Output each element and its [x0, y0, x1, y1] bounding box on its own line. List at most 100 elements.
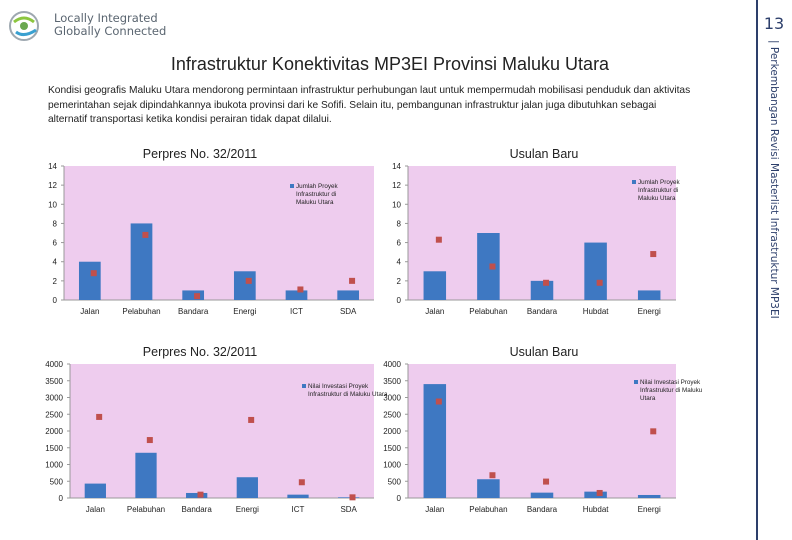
marker-2-0: [96, 413, 103, 420]
y-tick-label-2-8: 4000: [45, 360, 63, 369]
side-bar: 13 | Perkembangan Revisi Masterlist Infr…: [745, 0, 792, 540]
legend-swatch-0: [290, 184, 294, 188]
x-tick-label-1-0: Jalan: [425, 307, 444, 316]
marker-2-5: [349, 494, 356, 501]
legend-label-0: Jumlah Proyek Infrastruktur di Maluku Utar…: [296, 183, 338, 206]
y-tick-label-3-5: 2500: [383, 410, 401, 419]
marker-0-4: [297, 286, 304, 293]
bar-2-1: [135, 452, 157, 498]
legend-line-1-0: Jumlah Proyek: [638, 179, 680, 186]
x-tick-label-1-4: Energi: [638, 307, 661, 316]
x-tick-label-3-4: Energi: [638, 505, 661, 514]
marker-2-2: [197, 491, 204, 498]
legend-label-3: Nilai Investasi Proyek Infrastruktur di M…: [640, 379, 703, 402]
bar-1-1: [477, 233, 500, 300]
logo-line-1: Locally Integrated: [54, 11, 158, 25]
y-tick-label-2-3: 1500: [45, 444, 63, 453]
chart-4-title: Usulan Baru: [509, 345, 579, 359]
bar-2-0: [84, 483, 106, 498]
legend-line-1-2: Maluku Utara: [638, 195, 676, 202]
marker-2-4: [298, 479, 305, 486]
side-divider-line: [756, 0, 758, 540]
y-tick-label-3-1: 500: [388, 477, 402, 486]
side-vertical-text: | Perkembangan Revisi Masterlist Infrast…: [768, 40, 780, 319]
header: Locally Integrated Globally Connected: [0, 0, 792, 48]
legend-swatch-2: [302, 384, 306, 388]
y-tick-label-3-4: 2000: [383, 427, 401, 436]
y-tick-label-1-3: 6: [397, 239, 402, 248]
y-tick-label-1-5: 10: [392, 200, 401, 209]
x-tick-label-1-3: Hubdat: [583, 307, 610, 316]
y-tick-label-1-0: 0: [397, 296, 402, 305]
legend-label-1: Jumlah Proyek Infrastruktur di Maluku Utar…: [638, 179, 680, 202]
x-tick-label-3-3: Hubdat: [583, 505, 610, 514]
y-tick-label-0-4: 8: [53, 219, 58, 228]
y-tick-label-3-6: 3000: [383, 394, 401, 403]
y-tick-label-0-2: 4: [53, 258, 58, 267]
y-tick-label-3-2: 1000: [383, 461, 401, 470]
y-tick-label-2-5: 2500: [45, 410, 63, 419]
bar-2-2: [186, 492, 208, 498]
legend-swatch-3: [634, 380, 638, 384]
marker-0-0: [90, 270, 97, 277]
marker-3-0: [435, 398, 442, 405]
y-tick-label-0-3: 6: [53, 239, 58, 248]
marker-2-1: [146, 437, 153, 444]
y-tick-label-1-1: 2: [397, 277, 402, 286]
legend-line-3-2: Utara: [640, 395, 656, 402]
x-tick-label-2-2: Bandara: [182, 505, 213, 514]
x-tick-label-2-4: ICT: [292, 505, 305, 514]
x-tick-label-1-1: Pelabuhan: [469, 307, 507, 316]
logo-line-2: Globally Connected: [54, 24, 167, 38]
x-tick-label-2-1: Pelabuhan: [127, 505, 165, 514]
legend-line-3-1: Infrastruktur di Maluku: [640, 387, 703, 394]
bar-1-3: [584, 242, 607, 300]
y-tick-label-0-0: 0: [53, 296, 58, 305]
bar-3-0: [423, 384, 447, 498]
chart-1-title: Perpres No. 32/2011: [142, 147, 258, 161]
marker-2-3: [248, 416, 255, 423]
x-tick-label-0-4: ICT: [290, 307, 303, 316]
x-tick-label-0-2: Bandara: [178, 307, 209, 316]
bar-0-4: [285, 290, 308, 300]
bar-0-0: [78, 261, 101, 300]
bar-3-2: [530, 492, 554, 498]
y-tick-label-3-0: 0: [397, 494, 402, 503]
plot-area-3: [408, 364, 676, 498]
x-tick-label-3-2: Bandara: [527, 505, 558, 514]
page-number: 13: [763, 14, 785, 33]
bar-0-3: [233, 271, 256, 300]
y-tick-label-2-2: 1000: [45, 461, 63, 470]
chart-perpres-jumlah: 0 2 4 6 8 10 12 14 Jalan Pelabuhan Bandara Energi IC…: [48, 162, 374, 316]
legend-swatch-1: [632, 180, 636, 184]
chart-2-title: Usulan Baru: [509, 147, 579, 161]
y-tick-label-2-6: 3000: [45, 394, 63, 403]
x-tick-label-2-0: Jalan: [86, 505, 105, 514]
marker-1-3: [596, 279, 603, 286]
y-tick-label-1-2: 4: [397, 258, 402, 267]
y-tick-label-1-6: 12: [392, 181, 401, 190]
bar-0-5: [337, 290, 360, 300]
legend-label-2: Nilai Investasi Proyek Infrastruktur di M…: [308, 383, 388, 398]
marker-3-4: [650, 428, 657, 435]
logo-text: Locally Integrated Globally Connected: [54, 12, 166, 38]
y-tick-label-2-4: 2000: [45, 427, 63, 436]
y-tick-label-2-1: 500: [50, 477, 64, 486]
x-tick-label-0-0: Jalan: [80, 307, 99, 316]
y-tick-label-2-0: 0: [59, 494, 64, 503]
y-tick-label-1-7: 14: [392, 162, 401, 171]
x-tick-label-1-2: Bandara: [527, 307, 558, 316]
y-tick-label-3-7: 3500: [383, 377, 401, 386]
x-tick-label-0-1: Pelabuhan: [122, 307, 160, 316]
legend-line-0-2: Maluku Utara: [296, 199, 334, 206]
x-tick-label-2-3: Energi: [236, 505, 259, 514]
y-tick-label-0-1: 2: [53, 277, 58, 286]
y-tick-label-2-7: 3500: [45, 377, 63, 386]
plot-area-0: [64, 166, 374, 300]
marker-1-1: [489, 263, 496, 270]
bar-1-2: [530, 280, 554, 300]
intro-paragraph: Kondisi geografis Maluku Utara mendorong…: [48, 85, 691, 125]
y-tick-label-1-4: 8: [397, 219, 402, 228]
x-tick-label-0-3: Energi: [233, 307, 256, 316]
side-vertical-text-wrap: | Perkembangan Revisi Masterlist Infrast…: [768, 40, 788, 520]
